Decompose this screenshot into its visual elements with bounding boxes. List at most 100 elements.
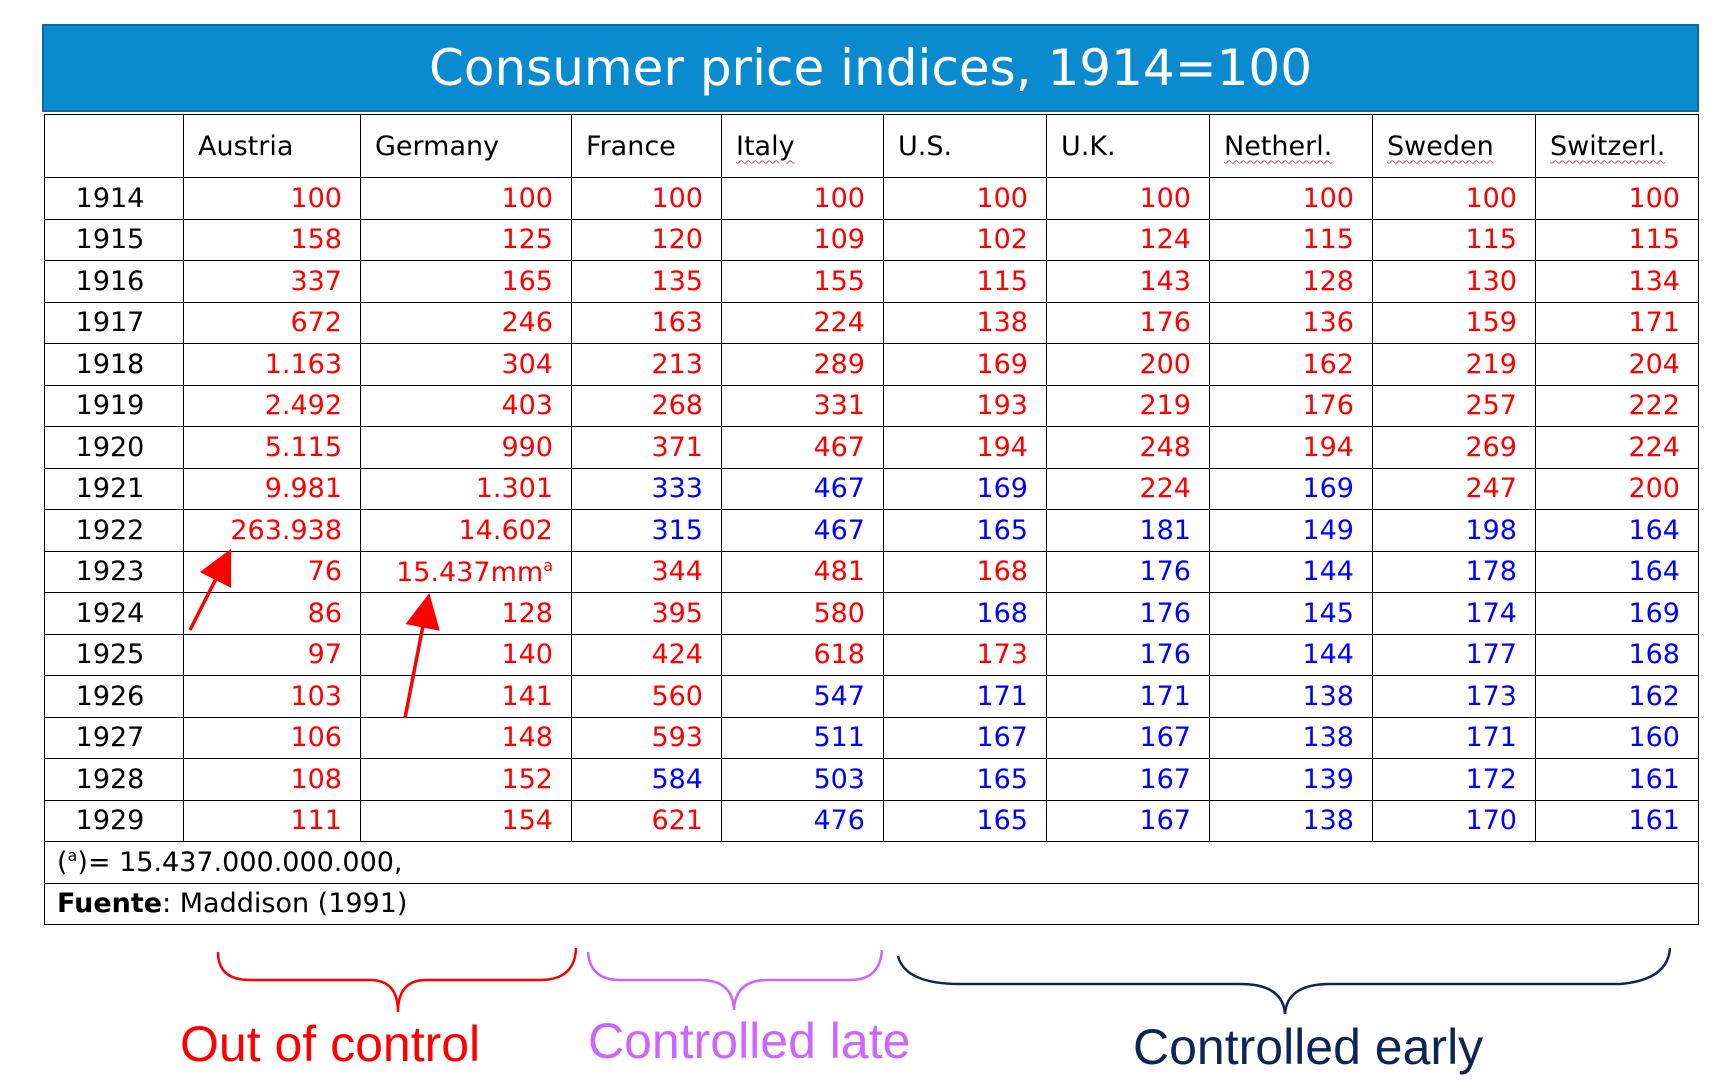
value-cell: 200 bbox=[1535, 467, 1699, 510]
value-text: 115 bbox=[1302, 224, 1354, 256]
value-cell: 481 bbox=[721, 550, 884, 593]
value-text: 169 bbox=[976, 473, 1028, 505]
year-cell: 1918 bbox=[44, 343, 184, 386]
value-cell: 990 bbox=[360, 426, 572, 469]
value-text: 200 bbox=[1139, 348, 1191, 380]
value-text: 76 bbox=[307, 556, 342, 588]
value-text: 139 bbox=[1302, 763, 1354, 795]
value-text: 128 bbox=[501, 597, 553, 629]
value-text: 257 bbox=[1465, 390, 1517, 422]
value-cell: 165 bbox=[883, 758, 1047, 801]
value-cell: 618 bbox=[721, 633, 884, 676]
table-row: 1927 106 148 593 511 167 167 138 171 160 bbox=[44, 716, 1699, 759]
value-text: 115 bbox=[976, 265, 1028, 297]
footnote-open: ( bbox=[57, 847, 68, 879]
value-text: 289 bbox=[813, 348, 865, 380]
value-text: 547 bbox=[813, 680, 865, 712]
year-cell: 1928 bbox=[44, 758, 184, 801]
value-text: 176 bbox=[1139, 556, 1191, 588]
value-cell: 161 bbox=[1535, 799, 1699, 842]
value-text: 371 bbox=[651, 431, 703, 463]
value-text: 395 bbox=[651, 597, 703, 629]
value-text: 618 bbox=[813, 639, 865, 671]
value-cell: 1.163 bbox=[183, 343, 361, 386]
value-cell: 128 bbox=[1209, 260, 1373, 303]
value-text: 194 bbox=[1302, 431, 1354, 463]
value-cell: 100 bbox=[360, 177, 572, 220]
value-cell: 14.602 bbox=[360, 509, 572, 552]
value-text: 100 bbox=[976, 182, 1028, 214]
value-text: 100 bbox=[1465, 182, 1517, 214]
value-text: 621 bbox=[651, 805, 703, 837]
value-cell: 138 bbox=[1209, 799, 1373, 842]
value-cell: 149 bbox=[1209, 509, 1373, 552]
value-cell: 5.115 bbox=[183, 426, 361, 469]
value-cell: 174 bbox=[1372, 592, 1536, 635]
value-cell: 257 bbox=[1372, 384, 1536, 427]
value-cell: 100 bbox=[1535, 177, 1699, 220]
value-text: 263.938 bbox=[230, 514, 342, 546]
value-text: 103 bbox=[290, 680, 342, 712]
label-controlled-early: Controlled early bbox=[1133, 1019, 1484, 1075]
value-text: 171 bbox=[976, 680, 1028, 712]
value-text: 224 bbox=[1139, 473, 1191, 505]
value-text: 176 bbox=[1139, 307, 1191, 339]
value-cell: 337 bbox=[183, 260, 361, 303]
value-cell: 224 bbox=[1046, 467, 1210, 510]
table-row: 1924 86 128 395 580 168 176 145 174 169 bbox=[44, 592, 1699, 635]
year-cell: 1922 bbox=[44, 509, 184, 552]
value-cell: 162 bbox=[1535, 675, 1699, 718]
value-cell: 424 bbox=[571, 633, 722, 676]
column-header-label: Austria bbox=[198, 130, 294, 162]
value-cell: 371 bbox=[571, 426, 722, 469]
value-text: 467 bbox=[813, 431, 865, 463]
value-cell: 138 bbox=[1209, 716, 1373, 759]
value-text: 476 bbox=[813, 805, 865, 837]
value-cell: 168 bbox=[883, 550, 1047, 593]
source-cell: Fuente: Maddison (1991) bbox=[44, 882, 1699, 925]
value-text: 248 bbox=[1139, 431, 1191, 463]
value-cell: 141 bbox=[360, 675, 572, 718]
year-cell: 1923 bbox=[44, 550, 184, 593]
value-cell: 143 bbox=[1046, 260, 1210, 303]
value-cell: 163 bbox=[571, 301, 722, 344]
source-label: Fuente bbox=[57, 888, 163, 920]
value-text: 168 bbox=[1628, 639, 1680, 671]
footnote-text: )= 15.437.000.000.000, bbox=[77, 847, 403, 879]
value-cell: 165 bbox=[883, 509, 1047, 552]
value-text: 204 bbox=[1628, 348, 1680, 380]
value-text: 181 bbox=[1139, 514, 1191, 546]
value-text: 171 bbox=[1139, 680, 1191, 712]
table-row: 1928 108 152 584 503 165 167 139 172 161 bbox=[44, 758, 1699, 801]
value-cell: 467 bbox=[721, 426, 884, 469]
value-text: 138 bbox=[1302, 680, 1354, 712]
value-text: 344 bbox=[651, 556, 703, 588]
value-text: 200 bbox=[1628, 473, 1680, 505]
footnote-row: (a)= 15.437.000.000.000, bbox=[44, 841, 1699, 884]
value-cell: 165 bbox=[883, 799, 1047, 842]
value-cell: 158 bbox=[183, 218, 361, 261]
value-text: 1.163 bbox=[264, 348, 342, 380]
value-cell: 169 bbox=[1535, 592, 1699, 635]
value-cell: 164 bbox=[1535, 550, 1699, 593]
value-text: 115 bbox=[1628, 224, 1680, 256]
table-row: 1915 158 125 120 109 102 124 115 115 115 bbox=[44, 218, 1699, 261]
value-text: 111 bbox=[290, 805, 342, 837]
value-cell: 168 bbox=[1535, 633, 1699, 676]
value-cell: 139 bbox=[1209, 758, 1373, 801]
value-text: 672 bbox=[290, 307, 342, 339]
value-cell: 198 bbox=[1372, 509, 1536, 552]
value-text: 100 bbox=[290, 182, 342, 214]
value-text: 136 bbox=[1302, 307, 1354, 339]
value-text: 163 bbox=[651, 307, 703, 339]
value-text: 168 bbox=[976, 597, 1028, 629]
value-cell: 178 bbox=[1372, 550, 1536, 593]
value-text: 100 bbox=[1139, 182, 1191, 214]
value-cell: 167 bbox=[1046, 716, 1210, 759]
table-row: 1919 2.492 403 268 331 193 219 176 257 222 bbox=[44, 384, 1699, 427]
value-text: 140 bbox=[501, 639, 553, 671]
value-cell: 173 bbox=[883, 633, 1047, 676]
value-text: 135 bbox=[651, 265, 703, 297]
value-text: 224 bbox=[813, 307, 865, 339]
value-text: 424 bbox=[651, 639, 703, 671]
